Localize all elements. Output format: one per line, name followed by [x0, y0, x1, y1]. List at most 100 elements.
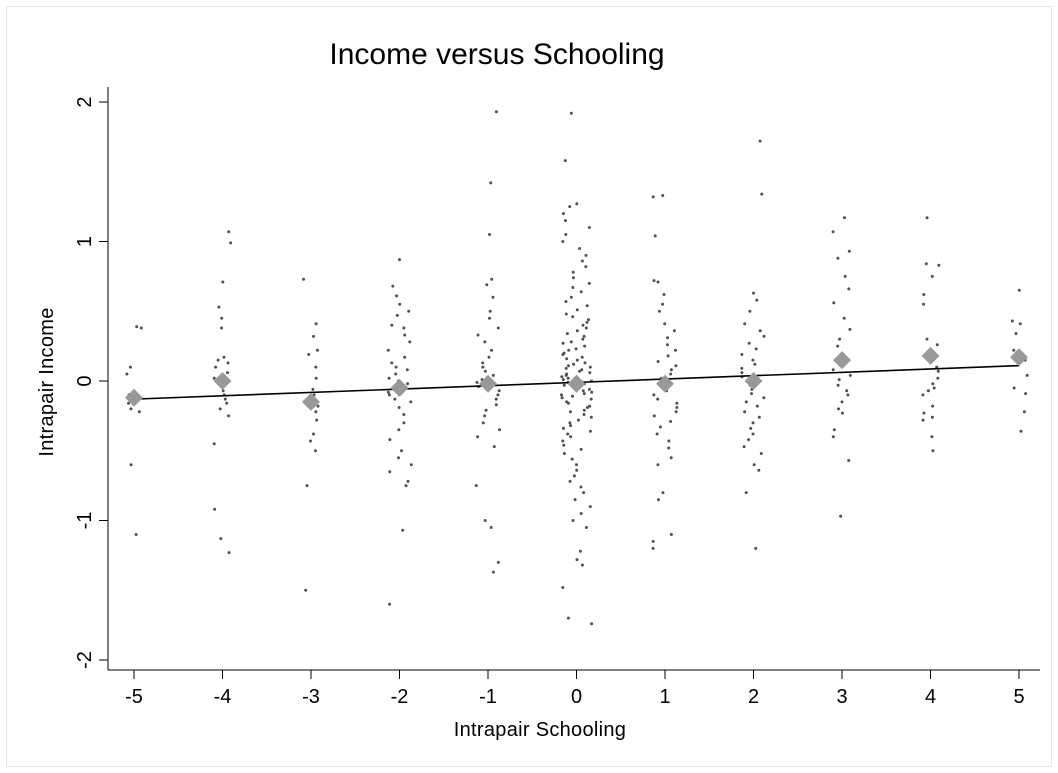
data-point	[496, 560, 500, 564]
data-point	[669, 372, 673, 376]
data-point	[302, 277, 305, 281]
data-point	[489, 526, 493, 529]
data-point	[563, 219, 567, 223]
data-point	[836, 256, 840, 260]
data-point	[590, 390, 594, 394]
data-point	[398, 258, 401, 262]
data-point	[752, 463, 756, 467]
data-point	[926, 389, 930, 393]
data-point	[831, 368, 835, 372]
data-point	[583, 361, 587, 365]
data-point	[397, 456, 400, 460]
data-point	[580, 355, 584, 359]
data-point	[751, 358, 755, 362]
data-point	[386, 348, 390, 352]
data-point	[651, 546, 655, 550]
data-point	[404, 484, 408, 488]
data-point	[575, 308, 579, 312]
data-point	[744, 400, 748, 404]
data-point	[219, 537, 223, 541]
data-point	[936, 369, 940, 373]
data-point	[1018, 322, 1022, 326]
data-point	[213, 507, 217, 511]
data-point	[229, 241, 233, 245]
data-point	[750, 392, 753, 396]
data-point	[840, 400, 844, 404]
data-point	[758, 139, 762, 143]
data-point	[407, 309, 411, 313]
data-point	[1014, 332, 1018, 336]
data-point	[579, 485, 583, 489]
data-point	[753, 362, 757, 366]
data-point	[581, 389, 585, 393]
data-point	[584, 326, 588, 330]
data-point	[667, 439, 671, 443]
data-point	[395, 294, 399, 298]
y-tick-label: 1	[74, 236, 96, 247]
data-point	[488, 233, 491, 236]
data-point	[666, 336, 669, 340]
data-point	[588, 505, 592, 509]
mean-marker	[390, 378, 409, 397]
data-point	[488, 316, 491, 320]
data-point	[475, 380, 479, 384]
x-tick-label: -1	[479, 686, 497, 708]
data-point	[575, 358, 579, 362]
data-point	[560, 396, 564, 400]
data-point	[395, 313, 399, 317]
data-point	[315, 348, 319, 352]
mean-marker	[656, 374, 674, 393]
data-point	[587, 281, 591, 285]
plot-area	[125, 110, 1029, 626]
data-point	[754, 347, 758, 351]
data-point	[747, 438, 751, 442]
data-point	[387, 393, 391, 397]
data-point	[674, 348, 677, 352]
data-point	[474, 484, 478, 488]
data-point	[483, 340, 487, 344]
data-point	[561, 378, 565, 382]
data-point	[391, 284, 395, 288]
data-point	[837, 407, 840, 411]
data-point	[402, 413, 406, 416]
data-point	[481, 361, 485, 365]
x-tick-label: -3	[302, 686, 320, 708]
data-point	[569, 435, 573, 439]
data-point	[582, 392, 586, 396]
data-point	[223, 397, 227, 401]
data-point	[568, 479, 572, 483]
data-point	[836, 383, 840, 387]
mean-marker	[833, 351, 851, 370]
data-point	[388, 470, 392, 474]
data-point	[483, 519, 487, 522]
data-point	[496, 393, 500, 397]
data-point	[560, 375, 564, 379]
data-point	[582, 334, 586, 338]
data-point	[754, 546, 758, 550]
data-point	[566, 401, 570, 405]
data-point	[575, 202, 579, 206]
chart-frame: Income versus Schooling -5 -4 -3 -2 -1 0 1 2 3 4 5…	[6, 6, 1052, 767]
data-point	[125, 372, 129, 376]
data-point	[575, 463, 578, 467]
data-point	[662, 293, 666, 296]
data-point	[651, 539, 655, 543]
data-point	[398, 302, 402, 306]
y-axis-title: Intrapair Income	[36, 307, 58, 456]
data-point	[307, 353, 311, 356]
y-tick-label: 2	[74, 96, 96, 107]
data-point	[672, 329, 676, 333]
data-point	[560, 393, 563, 397]
data-point	[582, 408, 586, 412]
data-point	[848, 373, 852, 377]
data-point	[567, 364, 570, 368]
data-point	[569, 111, 573, 115]
data-point	[569, 340, 573, 344]
data-point	[655, 432, 659, 436]
mean-marker	[125, 388, 143, 407]
data-point	[139, 326, 143, 330]
data-point	[748, 309, 752, 313]
data-point	[581, 337, 585, 341]
data-point	[490, 348, 494, 352]
data-point	[847, 459, 851, 462]
